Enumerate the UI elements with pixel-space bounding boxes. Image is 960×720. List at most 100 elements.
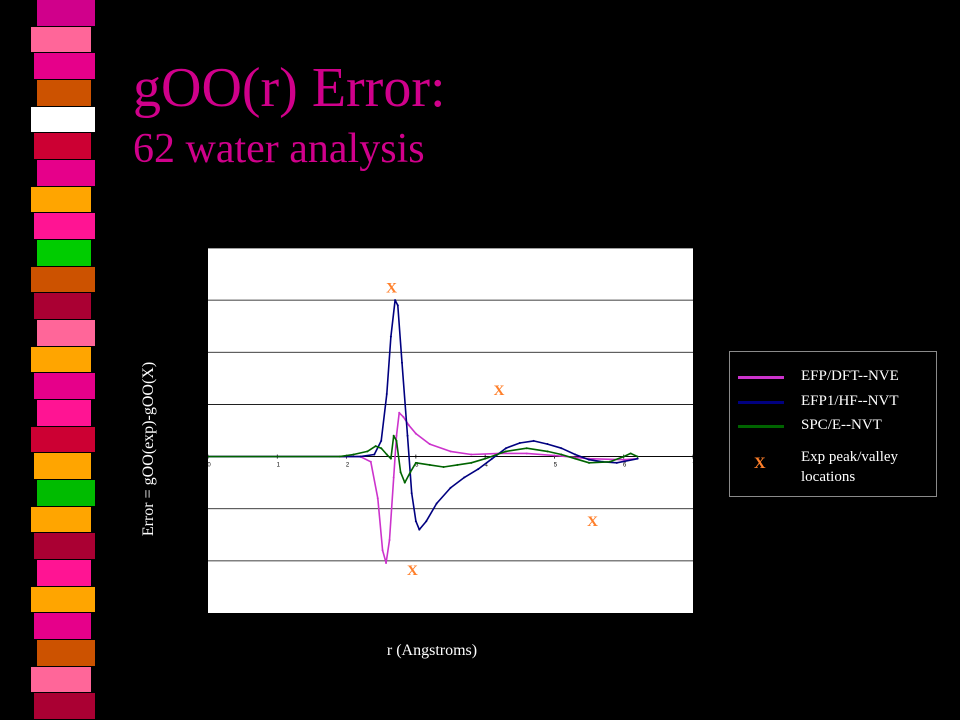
x-axis-label: r (Angstroms) [387,642,477,659]
series-point-spc-e-nvt [403,481,406,484]
series-point-efp1-hf-nvt [425,520,428,523]
series-point-efp-dft-nve [395,434,398,437]
stripe-block [34,693,95,719]
series-point-efp-dft-nve [622,458,625,461]
legend-label-efp1-hf: EFP1/HF--NVT [801,393,899,409]
series-point-spc-e-nvt [428,463,431,466]
stripe-block [34,453,91,479]
y-tick-label: -0.5 [193,507,204,513]
series-point-spc-e-nvt [456,463,459,466]
plot-area [208,248,693,613]
series-point-efp-dft-nve [369,460,372,463]
series-point-efp-dft-nve [449,450,452,453]
series-point-spc-e-nvt [352,453,355,456]
series-point-spc-e-nvt [629,452,632,455]
exp-marker-x: X [494,383,505,399]
exp-marker-x: X [587,514,598,530]
stripe-block [37,480,95,506]
series-point-efp1-hf-nvt [574,453,577,456]
stripe-block [31,426,95,453]
stripe-block [34,133,91,159]
x-tick-label: 7 [692,463,696,469]
exp-marker-x: X [386,281,397,297]
x-tick-label: 0 [207,463,211,469]
series-point-efp1-hf-nvt [491,457,494,460]
series-point-spc-e-nvt [442,466,445,468]
series-point-efp1-hf-nvt [560,447,563,450]
series-point-spc-e-nvt [338,455,341,458]
series-point-spc-e-nvt [574,457,577,460]
series-point-efp1-hf-nvt [410,492,413,495]
series-point-efp-dft-nve [414,432,417,435]
series-point-spc-e-nvt [608,460,611,463]
stripe-block [37,160,95,186]
series-point-spc-e-nvt [414,461,417,464]
stripe-block [34,293,91,319]
series-point-spc-e-nvt [385,453,388,456]
series-point-efp-dft-nve [381,549,384,552]
stripe-block [34,533,95,559]
series-point-efp-dft-nve [392,476,395,479]
stripe-block [31,666,91,693]
series-point-efp1-hf-nvt [449,486,452,489]
series-point-efp1-hf-nvt [394,299,397,302]
x-tick-label: 4 [484,463,488,469]
series-point-spc-e-nvt [546,450,549,453]
slide-title: gOO(r) Error: [133,57,446,119]
series-point-efp1-hf-nvt [615,461,618,464]
series-point-efp1-hf-nvt [401,361,403,364]
series-point-spc-e-nvt [470,461,473,464]
series-point-efp-dft-nve [376,497,379,500]
legend-swatch-efp1-hf [738,401,784,404]
exp-marker-x: X [407,563,418,579]
series-point-efp1-hf-nvt [588,458,591,461]
decorative-color-stripe [31,0,95,720]
series-point-spc-e-nvt [374,445,377,448]
series-point-efp1-hf-nvt [373,453,376,456]
series-point-spc-e-nvt [395,439,398,442]
stripe-block [31,106,95,133]
series-point-efp1-hf-nvt [546,443,549,446]
series-group [208,299,639,564]
y-tick-label: -1.5 [193,611,204,617]
legend-label-exp-line2: locations [801,469,856,485]
legend-marker-x: X [754,455,766,472]
x-tick-label: 3 [415,463,419,469]
x-tick-label: 2 [346,463,350,469]
series-point-efp1-hf-nvt [385,393,388,395]
series-point-efp1-hf-nvt [406,434,409,437]
legend-label-exp-line1: Exp peak/valley [801,449,899,465]
legend-label-efp-dft: EFP/DFT--NVE [801,368,899,384]
series-point-efp1-hf-nvt [389,335,392,338]
series-point-efp1-hf-nvt [396,304,399,307]
x-tick-label: 5 [554,463,558,469]
series-point-efp-dft-nve [402,415,405,418]
stripe-block [31,346,91,373]
series-point-efp1-hf-nvt [435,502,438,505]
series-point-spc-e-nvt [389,457,392,460]
series-point-efp-dft-nve [398,411,401,414]
stripe-block [31,586,95,613]
stripe-block [31,266,95,293]
series-point-spc-e-nvt [525,447,528,450]
stripe-block [34,213,95,239]
series-point-spc-e-nvt [409,471,412,474]
series-point-efp1-hf-nvt [380,439,383,442]
chart-legend: EFP/DFT--NVE EFP1/HF--NVT SPC/E--NVT X E… [729,351,937,497]
stripe-block [37,400,91,426]
stripe-block [37,80,91,106]
series-point-efp-dft-nve [428,443,431,446]
series-point-efp1-hf-nvt [418,528,421,531]
series-point-efp1-hf-nvt [477,468,480,471]
series-point-efp-dft-nve [553,454,556,457]
series-point-spc-e-nvt [484,457,487,460]
series-point-efp1-hf-nvt [504,447,507,450]
y-tick-label: 0.5 [195,402,204,408]
series-point-efp1-hf-nvt [636,457,639,460]
y-axis-ticks: -1.5 -1 -0.5 0 0.5 1 1.5 2 [193,246,204,617]
series-point-efp1-hf-nvt [414,520,417,523]
series-point-efp-dft-nve [385,561,388,564]
stripe-block [34,373,95,399]
series-point-efp1-hf-nvt [359,455,362,458]
